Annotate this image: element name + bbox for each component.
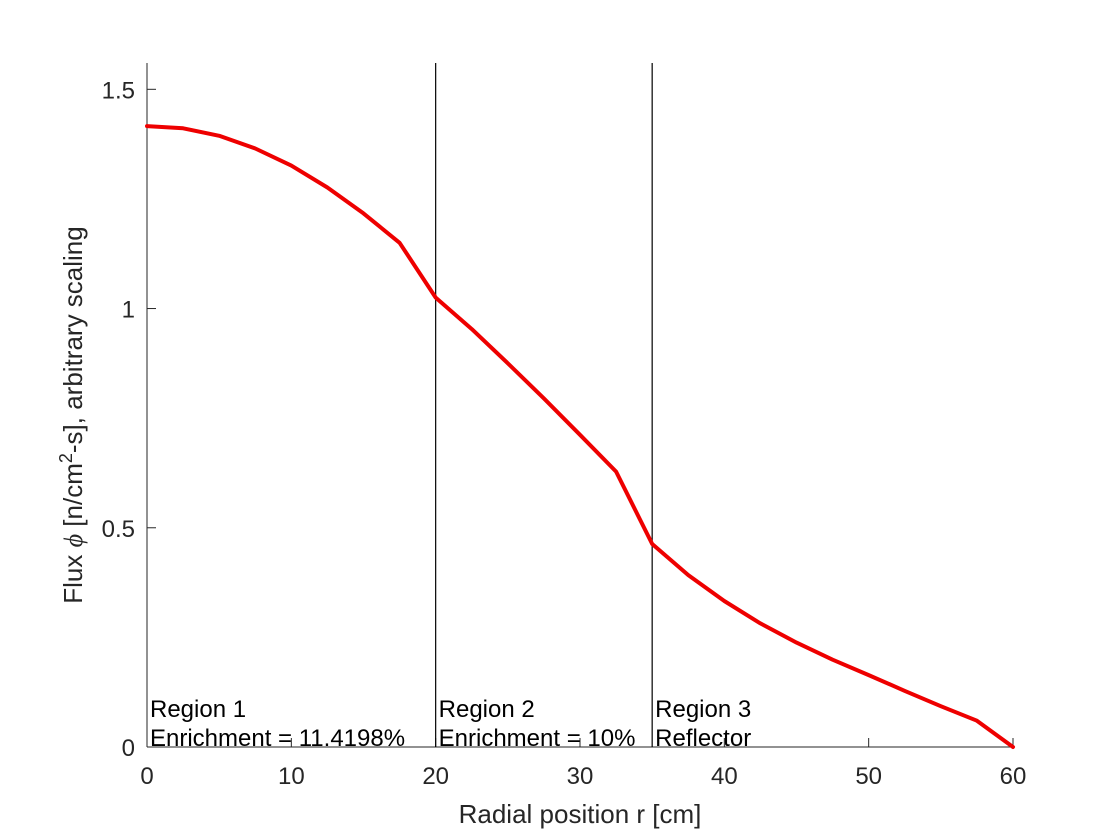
y-tick-label: 0 [122,735,135,762]
region-name-label: Region 1 [150,696,246,723]
region-detail-label: Reflector [655,725,751,752]
x-axis-label: Radial position r [cm] [459,799,702,829]
y-tick-label: 0.5 [102,516,135,543]
x-tick-label: 60 [1000,763,1027,790]
flux-curve-line [145,124,1015,749]
y-axis-label-superscript: 2 [56,453,76,463]
y-axis-label-unit: [n/cm [58,463,88,534]
y-axis-label: Flux ϕ [n/cm2-s], arbitrary scaling [56,226,88,603]
x-tick-label: 40 [711,763,738,790]
x-tick-label: 50 [855,763,882,790]
region-detail-label: Enrichment = 11.4198% [150,725,405,752]
x-tick-label: 20 [422,763,449,790]
y-tick-label: 1.5 [102,77,135,104]
y-axis-label-suffix: -s], arbitrary scaling [58,226,88,453]
x-tick-label: 30 [567,763,594,790]
region-name-label: Region 2 [439,696,535,723]
x-tick-label: 10 [278,763,305,790]
y-tick-label: 1 [122,297,135,324]
x-tick-label: 0 [140,763,153,790]
y-axis-label-symbol: ϕ [59,534,88,547]
region-detail-label: Enrichment = 10% [439,725,636,752]
y-axis-label-prefix: Flux [58,547,88,603]
region-name-label: Region 3 [655,696,751,723]
